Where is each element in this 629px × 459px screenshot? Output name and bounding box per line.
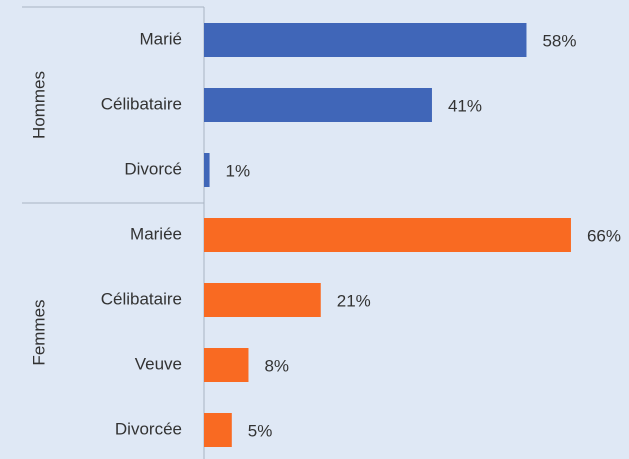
- value-label: 66%: [587, 226, 621, 245]
- bar: [204, 348, 249, 382]
- category-label: Divorcé: [124, 159, 182, 178]
- bar: [204, 23, 527, 57]
- value-label: 21%: [337, 291, 371, 310]
- group-label: Femmes: [29, 299, 48, 365]
- category-label: Célibataire: [101, 289, 182, 308]
- value-label: 58%: [542, 31, 576, 50]
- bar: [204, 283, 321, 317]
- category-label: Divorcée: [115, 419, 182, 438]
- bar: [204, 413, 232, 447]
- category-label: Marié: [139, 29, 182, 48]
- group-label: Hommes: [29, 71, 48, 139]
- bar: [204, 88, 432, 122]
- value-label: 8%: [264, 356, 289, 375]
- category-label: Mariée: [130, 224, 182, 243]
- category-label: Veuve: [135, 354, 182, 373]
- category-label: Célibataire: [101, 94, 182, 113]
- bar: [204, 153, 210, 187]
- value-label: 5%: [248, 421, 273, 440]
- value-label: 1%: [226, 161, 251, 180]
- bar: [204, 218, 571, 252]
- value-label: 41%: [448, 96, 482, 115]
